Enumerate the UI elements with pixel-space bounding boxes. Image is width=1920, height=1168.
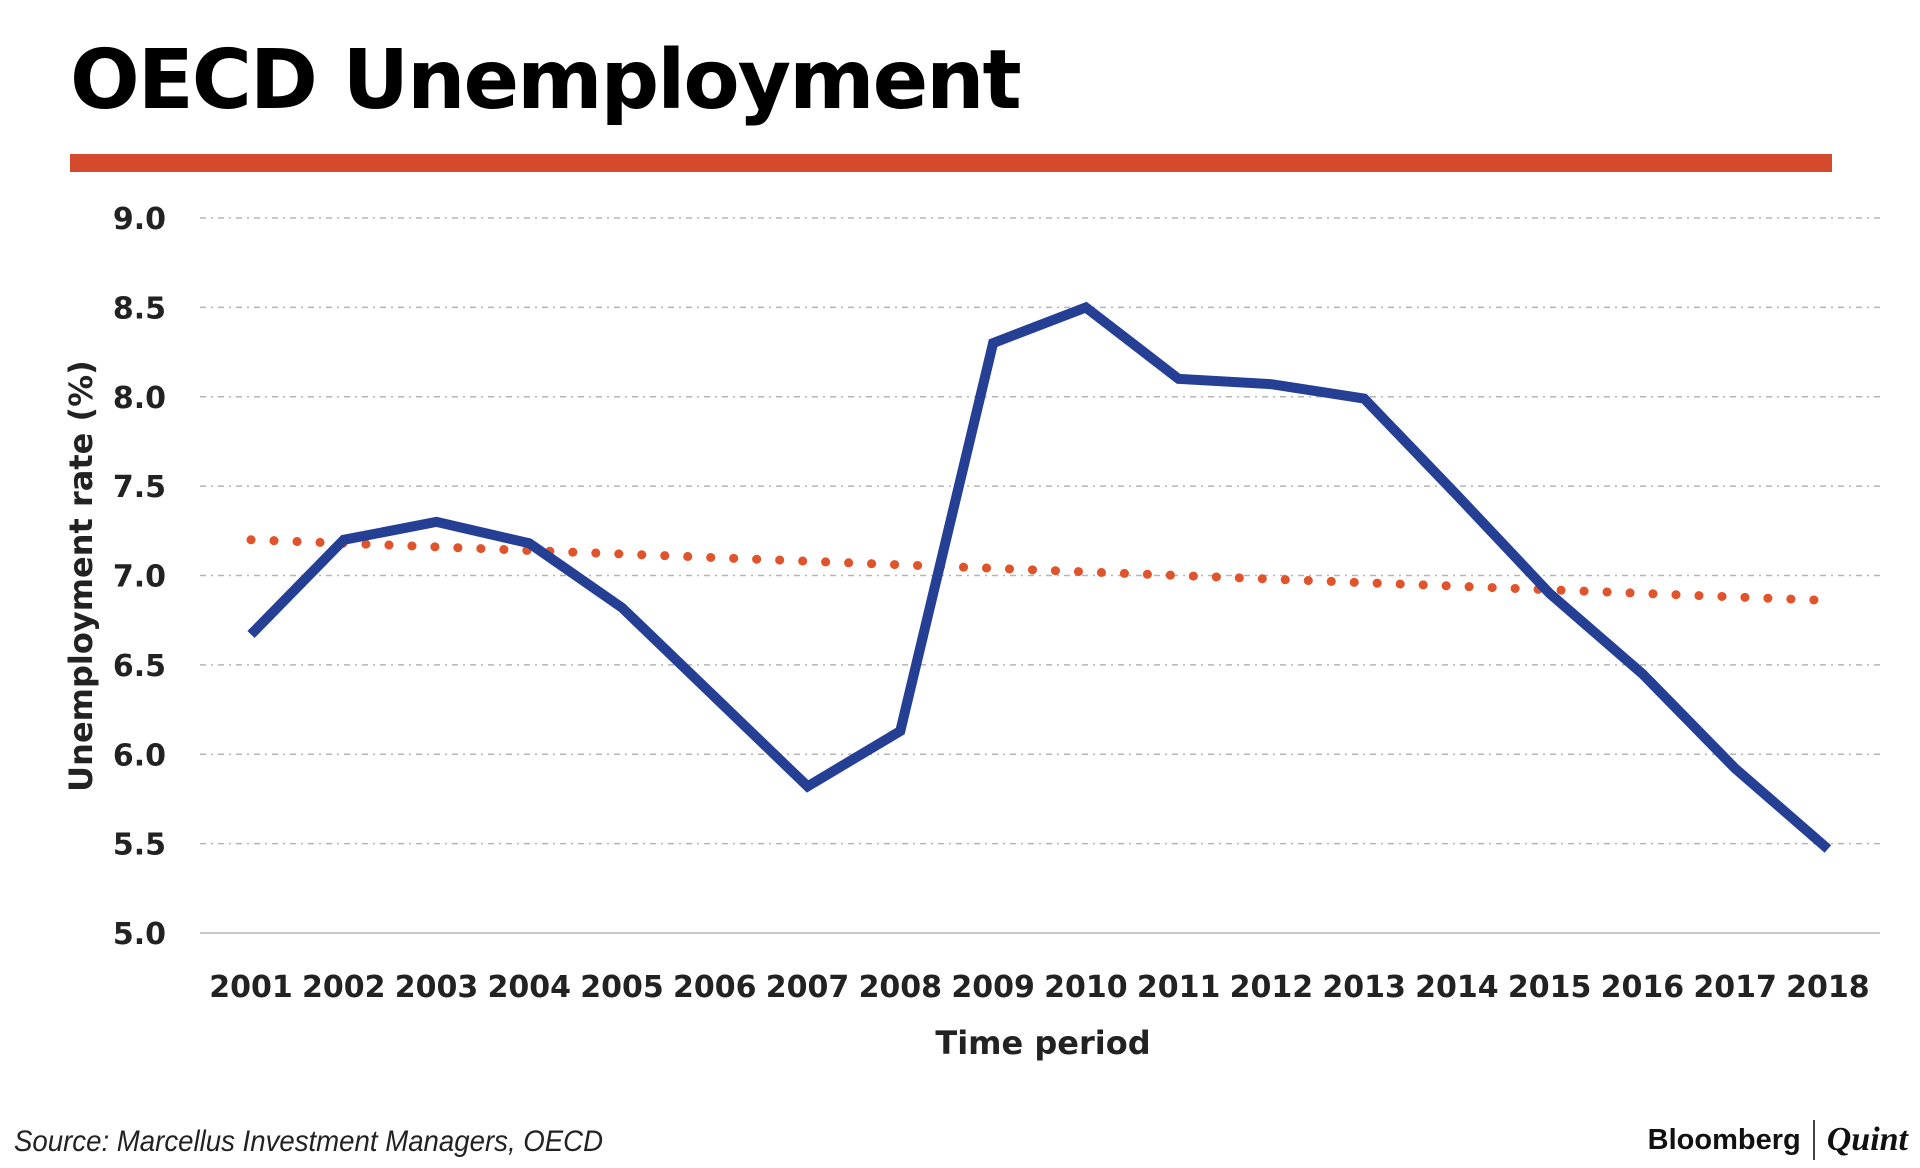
y-tick-label: 5.5 [113,828,166,863]
y-tick-label: 6.5 [113,649,166,684]
y-tick-label: 5.0 [113,917,166,952]
y-tick-label: 8.0 [113,381,166,416]
y-tick-label: 6.0 [113,738,166,773]
x-tick-label: 2002 [302,970,386,1005]
x-tick-label: 2012 [1230,970,1314,1005]
x-tick-label: 2004 [488,970,572,1005]
x-tick-label: 2015 [1508,970,1592,1005]
title-underline [70,154,1832,172]
x-tick-label: 2008 [859,970,943,1005]
series-line-trend [246,535,1833,605]
x-tick-label: 2001 [209,970,293,1005]
y-tick-labels: 9.0 8.5 8.0 7.5 7.0 6.5 6.0 5.5 5.0 [113,202,166,952]
brand-bloomberg: Bloomberg [1647,1123,1801,1156]
y-tick-label: 7.5 [113,470,166,505]
y-axis-title: Unemployment rate (%) [62,360,100,792]
series-line-unemployment [247,301,1832,853]
brand-logo: Bloomberg Quint [1648,1120,1908,1160]
gridlines [200,217,1880,845]
y-tick-label: 8.5 [113,291,166,326]
x-tick-label: 2017 [1693,970,1777,1005]
x-tick-label: 2018 [1786,970,1870,1005]
y-tick-label: 7.0 [113,560,166,595]
brand-divider [1812,1120,1815,1160]
x-tick-label: 2003 [395,970,479,1005]
x-tick-labels: 2001 2002 2003 2004 2005 2006 2007 2008 2009 2010… [209,970,1869,1005]
y-tick-label: 9.0 [113,202,166,237]
x-tick-label: 2013 [1322,970,1406,1005]
x-tick-label: 2016 [1601,970,1685,1005]
x-tick-label: 2009 [951,970,1035,1005]
x-tick-label: 2014 [1415,970,1499,1005]
x-tick-label: 2011 [1137,970,1221,1005]
x-tick-label: 2005 [580,970,664,1005]
x-tick-label: 2007 [766,970,850,1005]
brand-quint: Quint [1826,1121,1908,1158]
x-axis-title: Time period [935,1024,1150,1062]
source-note: Source: Marcellus Investment Managers, O… [14,1125,604,1158]
series-layer [246,301,1833,853]
page-title: OECD Unemployment [70,33,1022,128]
x-tick-label: 2010 [1044,970,1128,1005]
x-tick-label: 2006 [673,970,757,1005]
